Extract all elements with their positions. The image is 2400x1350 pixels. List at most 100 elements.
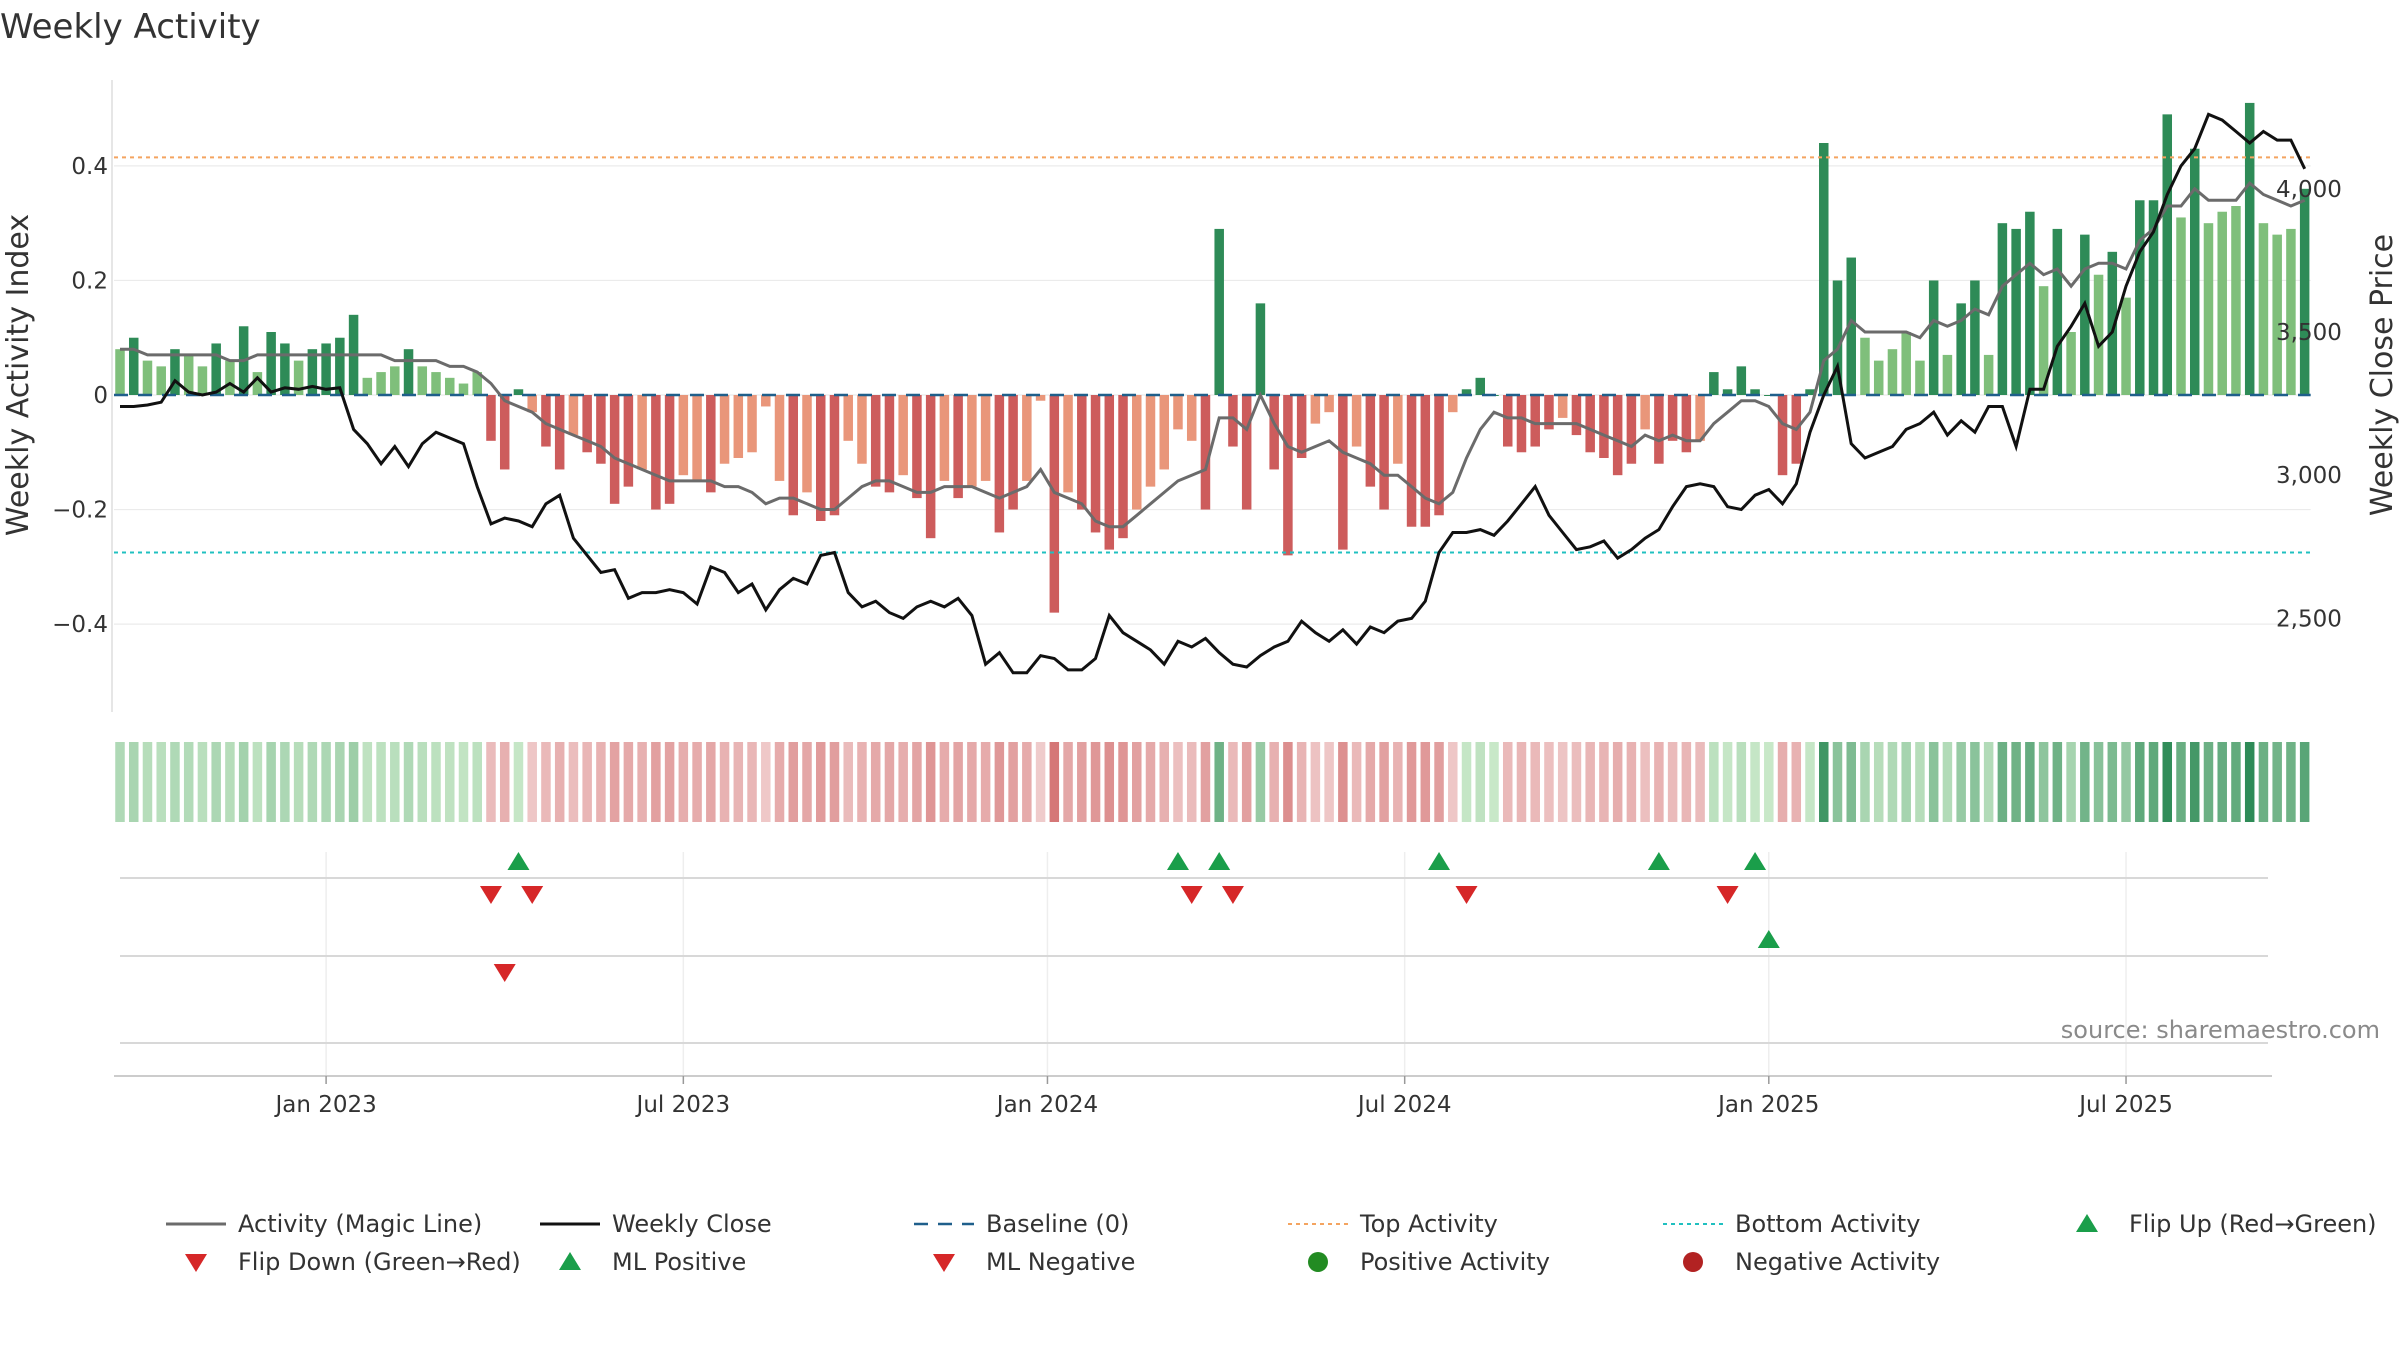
strip-cell bbox=[870, 742, 881, 822]
strip-cell bbox=[2107, 742, 2118, 822]
activity-bar bbox=[706, 395, 716, 493]
strip-cell bbox=[1296, 742, 1307, 822]
legend-label: ML Negative bbox=[986, 1248, 1135, 1276]
legend: Activity (Magic Line) Weekly Close Baselin… bbox=[166, 1210, 2377, 1276]
activity-bar bbox=[1269, 395, 1279, 470]
activity-bar bbox=[1956, 303, 1966, 395]
strip-cell bbox=[1118, 742, 1128, 822]
activity-bar bbox=[1090, 395, 1101, 533]
strip-cell bbox=[664, 742, 675, 822]
activity-bar bbox=[747, 395, 757, 453]
activity-bar bbox=[1530, 395, 1540, 447]
activity-bar bbox=[843, 395, 853, 441]
strip-cell bbox=[1860, 742, 1870, 822]
activity-bar bbox=[898, 395, 908, 476]
strip-cell bbox=[1571, 742, 1582, 822]
strip-cell bbox=[403, 742, 414, 822]
x-tick-label: Jul 2023 bbox=[635, 1092, 731, 1118]
strip-cell bbox=[280, 742, 290, 822]
strip-cell bbox=[2258, 742, 2269, 822]
activity-bar bbox=[582, 395, 592, 453]
strip-cell bbox=[1901, 742, 1911, 822]
activity-bar bbox=[1722, 389, 1733, 395]
strip-cell bbox=[362, 742, 373, 822]
activity-bar bbox=[2025, 211, 2035, 395]
activity-bar bbox=[2286, 228, 2296, 395]
strip-cell bbox=[266, 742, 276, 822]
strip-cell bbox=[2066, 742, 2076, 822]
activity-bar bbox=[2066, 332, 2076, 395]
activity-bar bbox=[1750, 389, 1760, 395]
strip-cell bbox=[2203, 742, 2214, 822]
strip-cell bbox=[2025, 742, 2035, 822]
activity-bar bbox=[1654, 395, 1664, 464]
strip-cell bbox=[1365, 742, 1376, 822]
strip-cell bbox=[1406, 742, 1417, 822]
strip-cell bbox=[1983, 742, 1994, 822]
legend-item: Baseline (0) bbox=[914, 1210, 1129, 1238]
strip-cell bbox=[1805, 742, 1815, 822]
activity-bar bbox=[499, 395, 510, 470]
strip-cell bbox=[1654, 742, 1664, 822]
legend-swatch bbox=[933, 1254, 955, 1272]
strip-cell bbox=[1310, 742, 1321, 822]
activity-bar bbox=[1709, 372, 1719, 395]
activity-bar bbox=[1942, 354, 1953, 395]
legend-label: Negative Activity bbox=[1735, 1248, 1940, 1276]
activity-bar bbox=[1008, 395, 1018, 510]
signal-up-marker bbox=[1647, 852, 1670, 870]
strip-cell bbox=[2272, 742, 2282, 822]
y2-tick-label: 2,500 bbox=[2276, 606, 2342, 632]
activity-bar bbox=[1736, 366, 1747, 395]
legend-swatch bbox=[2076, 1214, 2098, 1232]
activity-bar bbox=[1228, 395, 1238, 447]
strip-cell bbox=[1214, 742, 1224, 822]
strip-cell bbox=[651, 742, 661, 822]
activity-bar bbox=[1310, 395, 1321, 424]
y2-tick-label: 3,500 bbox=[2276, 320, 2342, 346]
activity-bar bbox=[362, 377, 373, 395]
strip-cell bbox=[156, 742, 166, 822]
activity-bar bbox=[2231, 206, 2241, 395]
strip-cell bbox=[252, 742, 263, 822]
y-axis-label: Weekly Activity Index bbox=[1, 214, 36, 536]
activity-bar bbox=[1420, 395, 1431, 527]
strip-cell bbox=[2121, 742, 2131, 822]
activity-bar bbox=[1283, 395, 1293, 556]
strip-cell bbox=[1008, 742, 1018, 822]
activity-bar bbox=[1805, 389, 1815, 395]
strip-cell bbox=[802, 742, 812, 822]
strip-cell bbox=[1475, 742, 1486, 822]
activity-bar bbox=[870, 395, 881, 487]
strip-cell bbox=[2093, 742, 2104, 822]
activity-bar bbox=[1901, 332, 1911, 395]
strip-cell bbox=[1956, 742, 1966, 822]
activity-bar bbox=[293, 360, 304, 395]
strip-cell bbox=[1873, 742, 1884, 822]
strip-cell bbox=[1612, 742, 1623, 822]
activity-bar bbox=[1983, 354, 1994, 395]
activity-bar bbox=[1681, 395, 1692, 453]
strip-cell bbox=[1764, 742, 1774, 822]
y-tick-label: 0.2 bbox=[71, 268, 108, 294]
activity-bar bbox=[1200, 395, 1211, 510]
strip-cell bbox=[1283, 742, 1293, 822]
activity-bar bbox=[280, 343, 290, 395]
activity-bar bbox=[1475, 377, 1486, 395]
activity-bar bbox=[2272, 234, 2282, 395]
magic-line bbox=[120, 180, 2306, 529]
strip-cell bbox=[1777, 742, 1788, 822]
strip-cell bbox=[898, 742, 908, 822]
activity-bar bbox=[1695, 395, 1705, 441]
legend-swatch bbox=[559, 1252, 581, 1270]
strip-cell bbox=[1516, 742, 1527, 822]
activity-bar bbox=[651, 395, 661, 510]
activity-bar bbox=[1049, 395, 1060, 613]
strip-cell bbox=[1090, 742, 1101, 822]
activity-bar bbox=[761, 395, 771, 407]
strip-cell bbox=[211, 742, 221, 822]
strip-cell bbox=[1228, 742, 1238, 822]
activity-bar bbox=[1764, 395, 1774, 396]
signal-down-marker bbox=[1180, 886, 1203, 904]
strip-cell bbox=[527, 742, 537, 822]
